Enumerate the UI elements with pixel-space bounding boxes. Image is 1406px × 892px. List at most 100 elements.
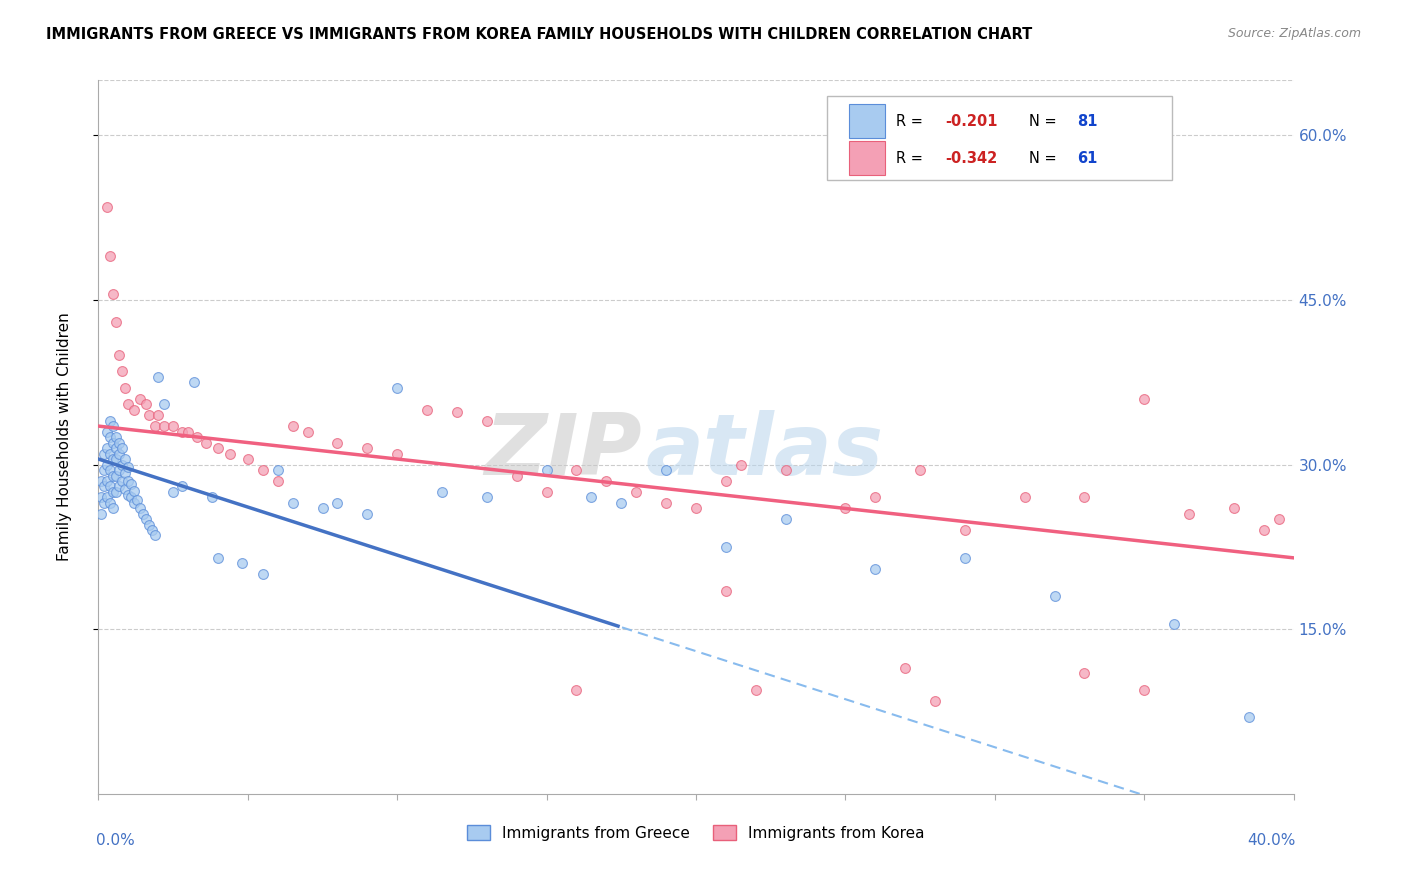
Point bbox=[924, 693, 946, 707]
Point bbox=[1178, 507, 1201, 521]
Text: 61: 61 bbox=[1077, 151, 1098, 166]
Point bbox=[775, 463, 797, 477]
Point bbox=[105, 441, 128, 455]
Text: 0.0%: 0.0% bbox=[96, 833, 135, 848]
Bar bbox=[849, 141, 884, 175]
Point bbox=[103, 419, 125, 434]
Point bbox=[90, 491, 112, 505]
Point bbox=[124, 483, 146, 498]
Point bbox=[219, 446, 242, 460]
Bar bbox=[849, 104, 884, 138]
Point bbox=[865, 562, 887, 576]
Legend: Immigrants from Greece, Immigrants from Korea: Immigrants from Greece, Immigrants from … bbox=[461, 819, 931, 847]
Text: -0.342: -0.342 bbox=[946, 151, 998, 166]
Point bbox=[103, 501, 125, 516]
Point bbox=[1253, 524, 1275, 538]
Point bbox=[714, 474, 737, 488]
Text: ZIP: ZIP bbox=[485, 409, 643, 493]
Point bbox=[96, 441, 118, 455]
Point bbox=[111, 364, 134, 378]
Point bbox=[141, 524, 163, 538]
Text: Source: ZipAtlas.com: Source: ZipAtlas.com bbox=[1227, 27, 1361, 40]
Point bbox=[108, 446, 131, 460]
Point bbox=[90, 507, 112, 521]
Point bbox=[117, 474, 139, 488]
Text: -0.201: -0.201 bbox=[946, 113, 998, 128]
Point bbox=[124, 496, 146, 510]
Text: N =: N = bbox=[1029, 113, 1062, 128]
Point bbox=[96, 425, 118, 439]
Point bbox=[186, 430, 208, 444]
Point bbox=[105, 452, 128, 467]
Point bbox=[506, 468, 529, 483]
Point bbox=[446, 405, 468, 419]
Point bbox=[135, 512, 157, 526]
Point bbox=[595, 474, 617, 488]
Point bbox=[311, 501, 333, 516]
Point bbox=[117, 459, 139, 474]
Point bbox=[385, 446, 409, 460]
Point bbox=[201, 491, 224, 505]
Point bbox=[626, 485, 648, 500]
Point bbox=[103, 485, 125, 500]
Point bbox=[148, 408, 170, 422]
Point bbox=[114, 452, 136, 467]
Point bbox=[252, 463, 274, 477]
Point bbox=[475, 491, 498, 505]
Point bbox=[267, 463, 290, 477]
Point bbox=[536, 485, 558, 500]
Point bbox=[685, 501, 707, 516]
Point bbox=[834, 501, 856, 516]
Point bbox=[138, 408, 160, 422]
Point bbox=[1073, 491, 1095, 505]
Point bbox=[129, 501, 152, 516]
Point bbox=[162, 485, 184, 500]
Point bbox=[297, 425, 319, 439]
Point bbox=[162, 419, 184, 434]
Point bbox=[105, 315, 128, 329]
Point bbox=[536, 463, 558, 477]
Point bbox=[98, 463, 122, 477]
Point bbox=[894, 660, 917, 674]
Point bbox=[105, 430, 128, 444]
Point bbox=[103, 452, 125, 467]
Point bbox=[153, 419, 176, 434]
Text: R =: R = bbox=[896, 113, 927, 128]
Point bbox=[98, 249, 122, 263]
Text: atlas: atlas bbox=[645, 409, 884, 493]
Point bbox=[730, 458, 752, 472]
Point bbox=[745, 682, 768, 697]
Point bbox=[183, 375, 205, 389]
Point bbox=[96, 458, 118, 472]
FancyBboxPatch shape bbox=[827, 96, 1171, 180]
Text: 81: 81 bbox=[1077, 113, 1098, 128]
Point bbox=[1073, 666, 1095, 681]
Point bbox=[98, 479, 122, 493]
Point bbox=[143, 528, 166, 542]
Point bbox=[143, 419, 166, 434]
Point bbox=[195, 435, 218, 450]
Point bbox=[120, 477, 142, 491]
Point bbox=[111, 458, 134, 472]
Text: R =: R = bbox=[896, 151, 927, 166]
Point bbox=[281, 419, 304, 434]
Point bbox=[127, 492, 149, 507]
Point bbox=[1043, 589, 1066, 603]
Point bbox=[775, 512, 797, 526]
Point bbox=[93, 463, 115, 477]
Point bbox=[103, 287, 125, 301]
Point bbox=[120, 491, 142, 505]
Point bbox=[1223, 501, 1246, 516]
Point bbox=[93, 496, 115, 510]
Text: IMMIGRANTS FROM GREECE VS IMMIGRANTS FROM KOREA FAMILY HOUSEHOLDS WITH CHILDREN : IMMIGRANTS FROM GREECE VS IMMIGRANTS FRO… bbox=[46, 27, 1032, 42]
Point bbox=[655, 496, 678, 510]
Point bbox=[98, 414, 122, 428]
Point bbox=[108, 348, 131, 362]
Point bbox=[356, 507, 378, 521]
Point bbox=[326, 435, 349, 450]
Point bbox=[1014, 491, 1036, 505]
Point bbox=[565, 463, 588, 477]
Point bbox=[565, 682, 588, 697]
Point bbox=[105, 468, 128, 483]
Point bbox=[129, 392, 152, 406]
